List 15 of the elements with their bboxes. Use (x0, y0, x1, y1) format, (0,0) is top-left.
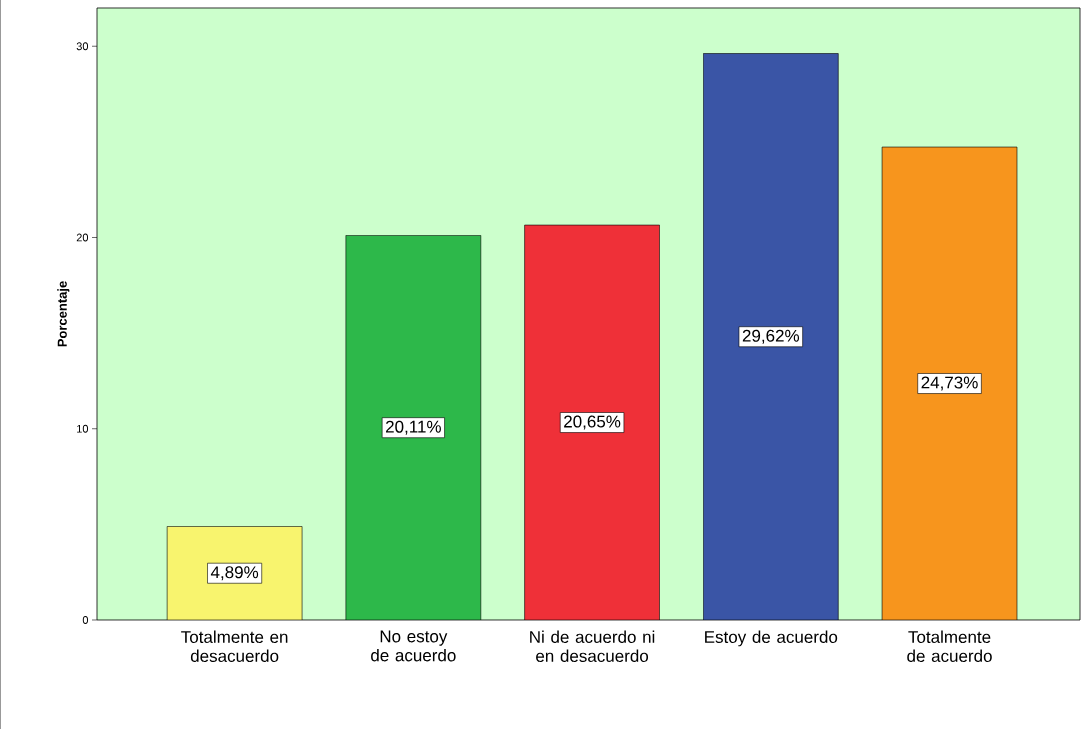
y-tick-label: 10 (77, 424, 89, 433)
y-tick-label: 30 (76, 42, 89, 51)
data-label: 20,65% (564, 415, 621, 430)
y-axis-title: Porcentaje (57, 281, 70, 347)
data-label: 24,73% (921, 376, 978, 391)
data-label: 29,62% (742, 329, 800, 344)
y-tick-label: 20 (76, 233, 89, 242)
data-label: 20,11% (386, 420, 441, 435)
x-tick-label: Ni de acuerdo ni en desacuerdo (530, 630, 655, 663)
data-label: 4,89% (210, 566, 259, 581)
x-tick-label: No estoy de acuerdo (371, 630, 456, 662)
y-tick-label: 0 (82, 616, 89, 624)
x-tick-label: Totalmente en desacuerdo (181, 630, 288, 663)
x-tick-label: Totalmente de acuerdo (907, 630, 992, 663)
x-tick-label: Estoy de acuerdo (705, 630, 838, 647)
